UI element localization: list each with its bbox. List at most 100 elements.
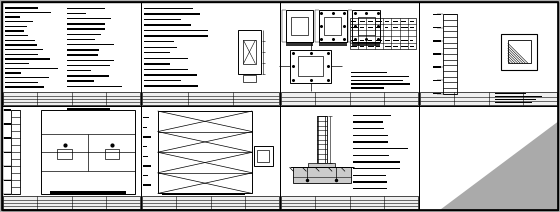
Bar	[368, 21, 372, 22]
Bar	[4, 152, 11, 153]
Bar	[158, 111, 252, 194]
Bar	[353, 181, 387, 183]
Bar	[349, 18, 416, 49]
Bar	[368, 27, 374, 28]
Bar	[239, 30, 260, 74]
Bar	[144, 74, 197, 76]
Bar	[368, 40, 372, 41]
Bar	[401, 40, 408, 41]
Bar	[143, 146, 147, 147]
Bar	[409, 33, 413, 34]
Bar	[360, 46, 364, 47]
Bar	[442, 14, 456, 93]
Bar	[5, 7, 38, 8]
Bar	[401, 27, 408, 28]
Bar	[5, 63, 29, 64]
Bar	[144, 41, 174, 42]
Bar	[67, 75, 109, 77]
Bar	[5, 68, 58, 69]
Bar	[144, 58, 188, 59]
Bar	[324, 17, 341, 35]
Bar	[144, 30, 208, 31]
Bar	[144, 8, 193, 9]
Bar	[11, 110, 20, 194]
Bar	[401, 21, 406, 22]
Bar	[5, 49, 43, 50]
Bar	[433, 80, 441, 81]
Bar	[353, 115, 391, 116]
Bar	[393, 46, 398, 47]
Bar	[142, 92, 279, 105]
Bar	[376, 21, 382, 22]
Bar	[353, 121, 383, 123]
Bar	[143, 175, 148, 176]
Bar	[393, 27, 398, 28]
Bar	[433, 67, 441, 68]
Bar	[5, 40, 35, 41]
Bar	[144, 85, 198, 87]
Bar	[496, 99, 536, 100]
Bar	[433, 27, 441, 28]
Bar	[351, 21, 356, 22]
Bar	[67, 18, 111, 19]
Bar	[433, 40, 441, 42]
Bar	[4, 123, 11, 125]
Bar	[291, 17, 308, 35]
Bar	[319, 42, 347, 46]
Bar	[496, 96, 542, 97]
Bar	[5, 17, 20, 18]
Bar	[393, 33, 399, 34]
Bar	[433, 93, 441, 94]
Bar	[58, 149, 72, 159]
Bar	[280, 106, 419, 210]
Bar	[142, 197, 279, 209]
Bar	[360, 40, 365, 41]
Bar	[144, 63, 170, 64]
Bar	[143, 156, 148, 157]
Bar	[67, 107, 110, 110]
Bar	[353, 175, 386, 176]
Bar	[385, 46, 391, 47]
Bar	[376, 27, 381, 28]
Bar	[419, 2, 558, 106]
Bar	[254, 145, 273, 166]
Bar	[3, 92, 140, 105]
Bar	[385, 21, 389, 22]
Bar	[67, 65, 110, 66]
Bar	[67, 28, 105, 30]
Bar	[143, 117, 148, 119]
Bar	[5, 12, 51, 13]
Bar	[67, 60, 114, 61]
Bar	[144, 47, 178, 48]
Bar	[5, 35, 28, 36]
Bar	[360, 27, 364, 28]
Bar	[376, 33, 380, 34]
Bar	[281, 197, 418, 209]
Bar	[353, 128, 384, 130]
Bar	[5, 30, 24, 32]
Bar	[144, 35, 208, 37]
Bar	[317, 116, 326, 163]
Bar	[41, 190, 136, 197]
Bar	[67, 44, 114, 45]
Bar	[353, 155, 389, 156]
Bar	[351, 46, 357, 47]
Bar	[280, 2, 419, 106]
Bar	[298, 56, 323, 77]
Bar	[351, 84, 410, 85]
Bar	[368, 46, 374, 47]
Bar	[319, 10, 347, 42]
Bar	[360, 33, 367, 34]
Bar	[5, 54, 38, 55]
Bar	[290, 50, 332, 83]
Bar	[352, 10, 380, 42]
Bar	[4, 180, 11, 181]
Bar	[351, 80, 403, 81]
Bar	[4, 137, 11, 139]
Bar	[433, 14, 441, 15]
Bar	[281, 92, 418, 105]
Bar	[242, 75, 256, 82]
Bar	[507, 40, 530, 63]
Bar	[67, 86, 122, 87]
Bar	[433, 53, 441, 55]
